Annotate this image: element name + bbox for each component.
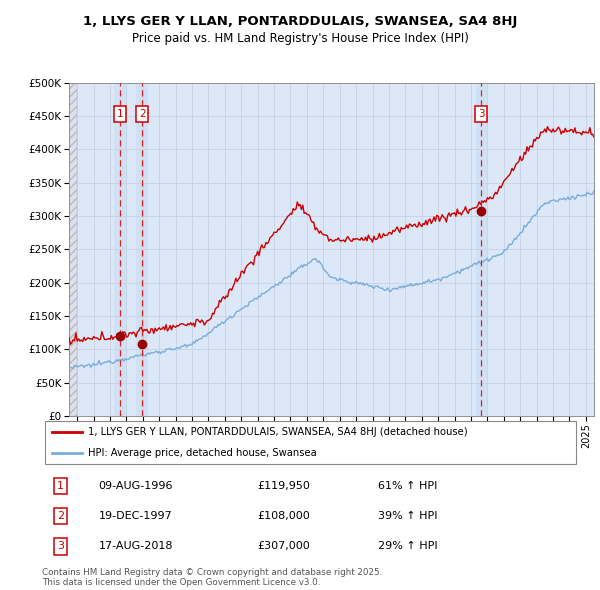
Text: £307,000: £307,000 (257, 542, 310, 552)
FancyBboxPatch shape (44, 421, 577, 464)
Bar (136, 83, 148, 416)
Text: 17-AUG-2018: 17-AUG-2018 (98, 542, 173, 552)
Text: £119,950: £119,950 (257, 481, 310, 491)
Text: 29% ↑ HPI: 29% ↑ HPI (377, 542, 437, 552)
Text: Contains HM Land Registry data © Crown copyright and database right 2025.
This d: Contains HM Land Registry data © Crown c… (42, 568, 382, 587)
Text: 3: 3 (57, 542, 64, 552)
Text: £108,000: £108,000 (257, 512, 310, 521)
Text: 2: 2 (139, 109, 145, 119)
Bar (114, 83, 126, 416)
Text: 2: 2 (57, 512, 64, 521)
Text: HPI: Average price, detached house, Swansea: HPI: Average price, detached house, Swan… (88, 448, 316, 458)
Text: 1: 1 (117, 109, 124, 119)
Bar (69, 83, 77, 416)
Text: Price paid vs. HM Land Registry's House Price Index (HPI): Price paid vs. HM Land Registry's House … (131, 32, 469, 45)
Text: 1, LLYS GER Y LLAN, PONTARDDULAIS, SWANSEA, SA4 8HJ: 1, LLYS GER Y LLAN, PONTARDDULAIS, SWANS… (83, 15, 517, 28)
Bar (476, 83, 487, 416)
Text: 1, LLYS GER Y LLAN, PONTARDDULAIS, SWANSEA, SA4 8HJ (detached house): 1, LLYS GER Y LLAN, PONTARDDULAIS, SWANS… (88, 427, 467, 437)
Text: 19-DEC-1997: 19-DEC-1997 (98, 512, 172, 521)
Text: 1: 1 (57, 481, 64, 491)
Text: 09-AUG-1996: 09-AUG-1996 (98, 481, 173, 491)
Text: 61% ↑ HPI: 61% ↑ HPI (377, 481, 437, 491)
Text: 3: 3 (478, 109, 485, 119)
Text: 39% ↑ HPI: 39% ↑ HPI (377, 512, 437, 521)
